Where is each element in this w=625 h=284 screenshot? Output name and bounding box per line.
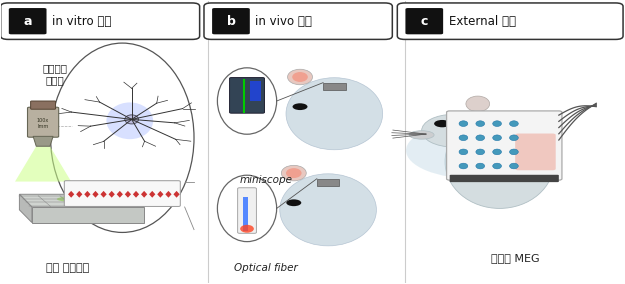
Text: in vitro 측정: in vitro 측정 <box>52 15 111 28</box>
Polygon shape <box>133 191 139 198</box>
Text: External 측정: External 측정 <box>449 15 516 28</box>
Polygon shape <box>125 191 131 198</box>
Ellipse shape <box>51 43 194 232</box>
Polygon shape <box>109 191 115 198</box>
Ellipse shape <box>492 149 501 155</box>
Ellipse shape <box>240 225 254 233</box>
Polygon shape <box>149 191 156 198</box>
Bar <box>243 197 248 231</box>
Ellipse shape <box>406 122 543 179</box>
Text: miniscope: miniscope <box>239 175 292 185</box>
FancyBboxPatch shape <box>406 8 443 34</box>
Text: Optical fiber: Optical fiber <box>234 263 298 273</box>
Ellipse shape <box>281 165 306 181</box>
Ellipse shape <box>409 131 434 139</box>
Ellipse shape <box>57 196 113 202</box>
Ellipse shape <box>509 149 518 155</box>
Polygon shape <box>141 191 148 198</box>
Polygon shape <box>32 207 144 223</box>
Bar <box>317 179 339 186</box>
FancyBboxPatch shape <box>64 181 180 206</box>
Polygon shape <box>19 194 144 207</box>
Polygon shape <box>68 191 74 198</box>
Ellipse shape <box>509 135 518 141</box>
FancyBboxPatch shape <box>229 78 264 113</box>
Ellipse shape <box>286 168 302 178</box>
Text: 100x
Imm: 100x Imm <box>37 118 49 129</box>
Ellipse shape <box>509 121 518 126</box>
FancyBboxPatch shape <box>447 111 562 180</box>
Ellipse shape <box>492 163 501 169</box>
Polygon shape <box>33 136 53 146</box>
Polygon shape <box>84 191 91 198</box>
Ellipse shape <box>280 174 376 246</box>
Ellipse shape <box>476 121 484 126</box>
Ellipse shape <box>509 163 518 169</box>
Ellipse shape <box>466 96 489 112</box>
Polygon shape <box>92 191 99 198</box>
Ellipse shape <box>492 121 501 126</box>
Ellipse shape <box>476 149 484 155</box>
Ellipse shape <box>476 135 484 141</box>
FancyBboxPatch shape <box>28 107 59 137</box>
Polygon shape <box>173 191 179 198</box>
Ellipse shape <box>288 69 312 85</box>
Polygon shape <box>101 191 107 198</box>
Ellipse shape <box>286 78 382 150</box>
Text: 고해상도
현미경: 고해상도 현미경 <box>42 63 68 85</box>
Ellipse shape <box>459 149 468 155</box>
Polygon shape <box>158 191 164 198</box>
Ellipse shape <box>476 163 484 169</box>
Ellipse shape <box>217 175 277 242</box>
Text: b: b <box>226 15 236 28</box>
Polygon shape <box>166 191 172 198</box>
Circle shape <box>434 120 451 127</box>
Text: 뉴런 네트워크: 뉴런 네트워크 <box>46 263 89 273</box>
Ellipse shape <box>422 114 484 147</box>
FancyBboxPatch shape <box>9 8 46 34</box>
Ellipse shape <box>445 115 554 208</box>
FancyBboxPatch shape <box>398 3 623 39</box>
Polygon shape <box>15 146 71 181</box>
Bar <box>250 81 261 101</box>
Ellipse shape <box>459 121 468 126</box>
Polygon shape <box>19 194 32 223</box>
FancyBboxPatch shape <box>212 8 250 34</box>
FancyBboxPatch shape <box>1 3 199 39</box>
Polygon shape <box>117 191 123 198</box>
FancyBboxPatch shape <box>450 175 559 182</box>
Ellipse shape <box>459 163 468 169</box>
Ellipse shape <box>292 72 308 82</box>
Ellipse shape <box>492 135 501 141</box>
Text: a: a <box>23 15 32 28</box>
Text: c: c <box>421 15 428 28</box>
Bar <box>323 83 346 90</box>
Ellipse shape <box>125 115 139 124</box>
Ellipse shape <box>217 68 277 134</box>
FancyBboxPatch shape <box>238 188 256 233</box>
Circle shape <box>286 199 301 206</box>
FancyBboxPatch shape <box>204 3 392 39</box>
Ellipse shape <box>459 135 468 141</box>
FancyBboxPatch shape <box>515 133 556 170</box>
Polygon shape <box>76 191 82 198</box>
FancyBboxPatch shape <box>31 101 56 109</box>
Text: in vivo 측정: in vivo 측정 <box>256 15 312 28</box>
Circle shape <box>292 103 308 110</box>
Text: 헬멧형 MEG: 헬멧형 MEG <box>491 253 539 263</box>
Ellipse shape <box>106 103 153 139</box>
